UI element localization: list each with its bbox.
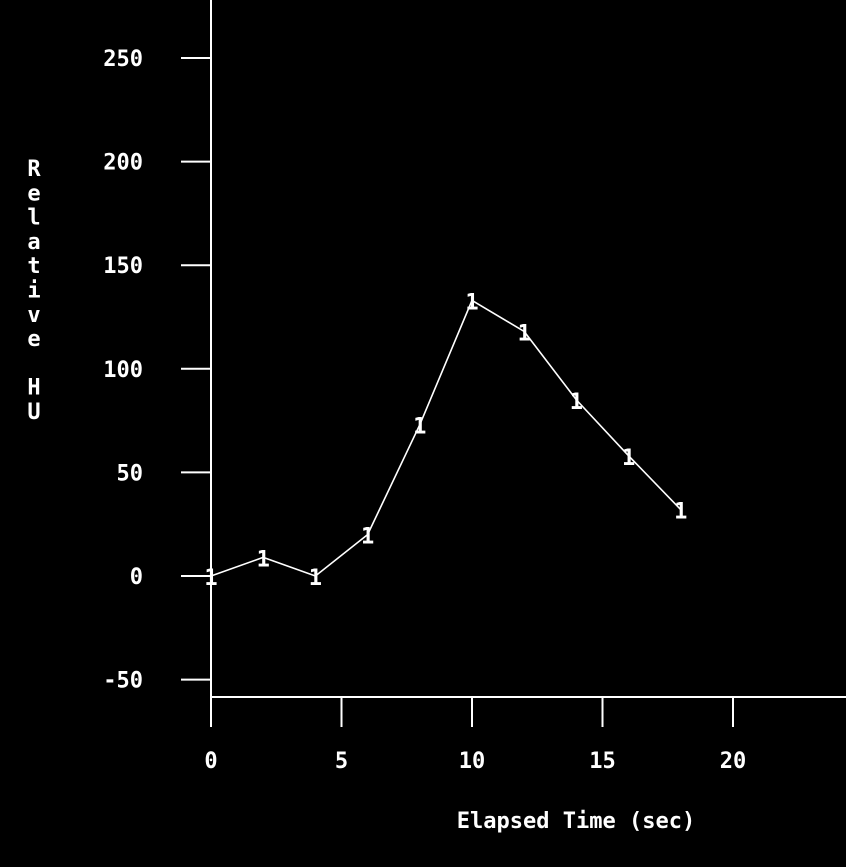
y-axis-label-letter: t: [27, 254, 40, 279]
data-point: 1: [413, 415, 426, 440]
x-tick-label: 15: [589, 749, 616, 774]
y-axis-label-letter: R: [27, 157, 41, 182]
x-tick-label: 20: [720, 749, 747, 774]
y-axis-label-letter: H: [27, 376, 40, 401]
y-axis-label-letter: e: [27, 181, 40, 206]
axes: [210, 0, 846, 698]
y-tick-label: -50: [103, 669, 143, 694]
y-tick-label: 200: [103, 151, 143, 176]
y-tick-label: 150: [103, 254, 143, 279]
y-tick-label: 100: [103, 358, 143, 383]
y-axis-label-letter: l: [27, 206, 40, 231]
y-tick-label: 250: [103, 47, 143, 72]
data-point: 1: [622, 446, 635, 471]
y-axis-label-letter: v: [27, 303, 40, 328]
data-point: 1: [465, 290, 478, 315]
y-axis-label-letter: i: [27, 279, 40, 304]
y-ticks: -50 0 50 100 150 200 250: [103, 47, 211, 694]
data-point: 1: [204, 566, 217, 591]
data-point: 1: [674, 500, 687, 525]
data-point: 1: [518, 322, 531, 347]
x-tick-label: 10: [459, 749, 486, 774]
y-axis-label-letter: e: [27, 327, 40, 352]
data-point: 1: [257, 547, 270, 572]
y-axis-label-letter: U: [27, 400, 40, 425]
y-axis-label-letter: a: [27, 230, 40, 255]
data-point: 1: [361, 525, 374, 550]
x-tick-label: 0: [204, 749, 217, 774]
data-point: 1: [570, 390, 583, 415]
x-axis-label: Elapsed Time (sec): [457, 809, 695, 834]
y-tick-label: 50: [117, 461, 144, 486]
x-ticks: 0 5 10 15 20: [204, 697, 746, 774]
series-layer: 1 1 1 1 1 1 1 1 1 1: [204, 290, 687, 591]
y-tick-label: 0: [130, 565, 143, 590]
data-point: 1: [309, 566, 322, 591]
series-line: [210, 299, 682, 577]
x-tick-label: 5: [335, 749, 348, 774]
